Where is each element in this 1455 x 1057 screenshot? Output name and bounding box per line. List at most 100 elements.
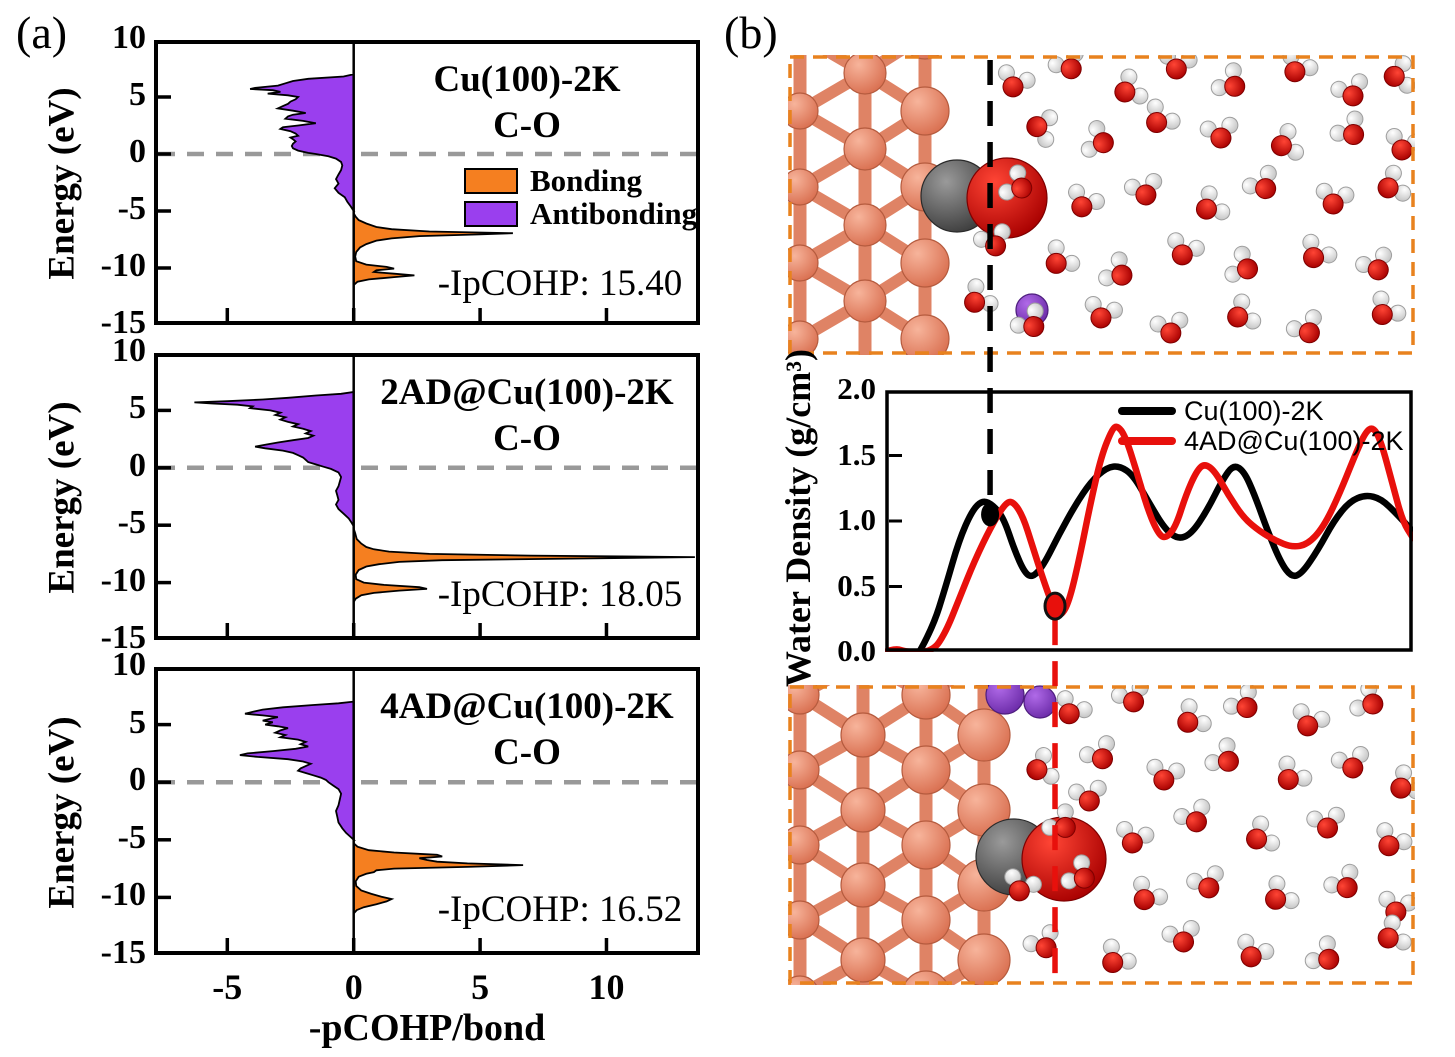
cu-atom bbox=[843, 55, 887, 95]
hydrogen-atom bbox=[1224, 265, 1242, 283]
hydrogen-atom bbox=[1376, 822, 1394, 840]
water-oxygen-atom bbox=[1054, 816, 1076, 838]
plot-frame bbox=[154, 353, 700, 640]
water-molecule bbox=[1330, 745, 1370, 779]
density-legend-row-black: Cu(100)-2K bbox=[1118, 396, 1404, 426]
water-molecule bbox=[1237, 933, 1275, 968]
hydrogen-atom bbox=[1009, 316, 1027, 334]
water-oxygen-atom bbox=[1195, 198, 1217, 220]
water-molecule bbox=[1080, 120, 1114, 158]
water-oxygen-atom bbox=[1121, 832, 1143, 854]
md-snapshot-4ad bbox=[788, 685, 1415, 985]
hydrogen-atom bbox=[1282, 55, 1300, 66]
water-oxygen-atom bbox=[1343, 124, 1365, 146]
water-molecule bbox=[1146, 758, 1186, 791]
hydrogen-atom bbox=[1194, 715, 1212, 733]
water-oxygen-atom bbox=[1317, 817, 1339, 839]
water-molecule bbox=[1098, 251, 1133, 287]
plot-frame bbox=[154, 667, 700, 955]
water-molecule bbox=[1246, 815, 1281, 852]
legend-row-bonding: Bonding bbox=[464, 165, 697, 196]
water-molecule bbox=[1060, 854, 1095, 890]
hydrogen-atom bbox=[1078, 746, 1096, 764]
cohp-y-tick-label: -15 bbox=[100, 619, 146, 656]
hydrogen-atom bbox=[1395, 764, 1413, 782]
cohp-y-tick-label: 5 bbox=[129, 389, 146, 427]
hydrogen-atom bbox=[1022, 935, 1040, 953]
density-legend-label-black: Cu(100)-2K bbox=[1184, 395, 1324, 426]
water-molecule bbox=[1173, 798, 1211, 833]
water-oxygen-atom bbox=[1123, 691, 1145, 713]
hydrogen-atom bbox=[1060, 872, 1078, 890]
cu-atom bbox=[840, 937, 886, 983]
hydrogen-atom bbox=[1098, 735, 1116, 753]
water-oxygen-atom bbox=[1240, 946, 1262, 968]
water-molecule bbox=[1302, 233, 1338, 269]
water-molecule bbox=[1329, 110, 1365, 146]
water-molecule bbox=[1323, 863, 1359, 899]
hydrogen-atom bbox=[1133, 875, 1151, 893]
water-oxygen-atom bbox=[1255, 178, 1277, 200]
hydrogen-atom bbox=[1237, 933, 1255, 951]
density-y-axis-label: Water Density (g/cm³) bbox=[778, 348, 818, 688]
water-oxygen-atom bbox=[1023, 316, 1045, 338]
hydrogen-atom bbox=[1383, 914, 1401, 932]
water-oxygen-atom bbox=[1002, 76, 1024, 98]
hydrogen-atom bbox=[1282, 892, 1300, 910]
hydrogen-atom bbox=[1394, 184, 1412, 202]
water-molecule bbox=[1045, 239, 1081, 274]
water-molecule bbox=[1114, 68, 1149, 105]
water-oxygen-atom bbox=[1210, 127, 1232, 149]
water-oxygen-atom bbox=[1133, 889, 1155, 911]
cohp3-y-axis-label: Energy (eV) bbox=[41, 716, 83, 909]
cohp-y-tick-label: 5 bbox=[129, 76, 146, 113]
water-oxygen-atom bbox=[1092, 748, 1113, 770]
water-molecule bbox=[1355, 246, 1393, 281]
hydrogen-atom bbox=[1222, 697, 1240, 715]
water-oxygen-atom bbox=[1026, 759, 1048, 781]
water-molecule bbox=[1123, 172, 1163, 206]
water-molecule bbox=[1227, 293, 1262, 330]
hydrogen-atom bbox=[1224, 62, 1242, 80]
cohp3-title2: C-O bbox=[493, 732, 561, 773]
water-molecule bbox=[1161, 919, 1200, 953]
water-oxygen-atom bbox=[1011, 177, 1033, 199]
water-oxygen-atom bbox=[1111, 264, 1133, 286]
bonding-area bbox=[352, 212, 513, 286]
cohp3-title: 4AD@Cu(100)-2K bbox=[380, 686, 674, 727]
water-oxygen-atom bbox=[1026, 116, 1048, 138]
hydrogen-atom bbox=[1047, 239, 1065, 257]
hydrogen-atom bbox=[1119, 952, 1137, 970]
water-molecule bbox=[1292, 703, 1331, 737]
antibonding-area bbox=[194, 390, 355, 527]
hydrogen-atom bbox=[1341, 863, 1359, 881]
cu-atom bbox=[788, 244, 819, 282]
cohp-y-tick-label: 5 bbox=[129, 703, 146, 741]
cohp-plot-cu100 bbox=[154, 40, 700, 325]
water-oxygen-atom bbox=[1377, 177, 1399, 199]
hydrogen-atom bbox=[1233, 293, 1251, 311]
water-oxygen-atom bbox=[1185, 811, 1207, 833]
water-oxygen-atom bbox=[1146, 112, 1168, 134]
hydrogen-atom bbox=[1200, 185, 1218, 203]
plot-frame bbox=[154, 40, 700, 325]
water-oxygen-atom bbox=[964, 291, 986, 313]
antibonding-swatch bbox=[464, 201, 518, 227]
water-molecule bbox=[1377, 914, 1412, 951]
cohp-y-tick-label: -5 bbox=[117, 504, 146, 542]
antibonding-area bbox=[249, 73, 356, 212]
hydrogen-atom bbox=[1375, 246, 1393, 264]
cohp1-title: Cu(100)-2K bbox=[433, 59, 621, 100]
hydrogen-atom bbox=[1056, 803, 1074, 821]
water-molecule bbox=[1009, 302, 1045, 338]
water-oxygen-atom bbox=[1173, 931, 1195, 953]
cohp-x-tick-label: 0 bbox=[344, 967, 363, 1007]
hydrogen-atom bbox=[1320, 246, 1338, 264]
hydrogen-atom bbox=[1318, 935, 1336, 953]
cu-atom bbox=[901, 685, 951, 720]
water-molecule bbox=[1222, 685, 1258, 719]
hydrogen-atom bbox=[1120, 68, 1138, 86]
water-oxygen-atom bbox=[1378, 835, 1400, 857]
legend-row-antibonding: Antibonding bbox=[464, 198, 697, 229]
hydrogen-atom bbox=[1252, 815, 1270, 833]
